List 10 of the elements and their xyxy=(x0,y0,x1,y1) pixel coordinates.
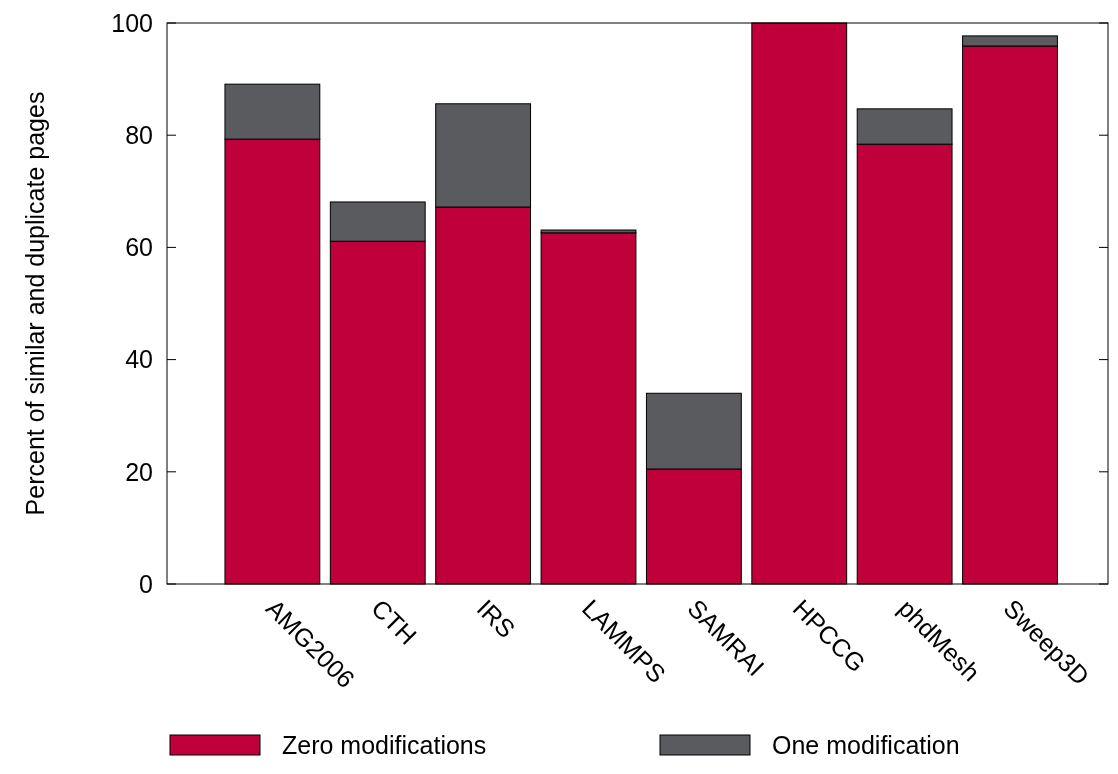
y-tick-label: 80 xyxy=(125,120,153,149)
y-axis-title: Percent of similar and duplicate pages xyxy=(21,91,49,516)
y-tick-label: 40 xyxy=(125,345,153,374)
legend-label: One modification xyxy=(772,730,960,759)
y-tick-label: 60 xyxy=(125,233,153,262)
y-tick-label: 0 xyxy=(139,569,153,598)
y-tick-label: 20 xyxy=(125,457,153,486)
y-tick-label: 100 xyxy=(111,8,153,37)
x-tick-label: IRS xyxy=(471,593,521,644)
legend-label: Zero modifications xyxy=(282,730,487,759)
